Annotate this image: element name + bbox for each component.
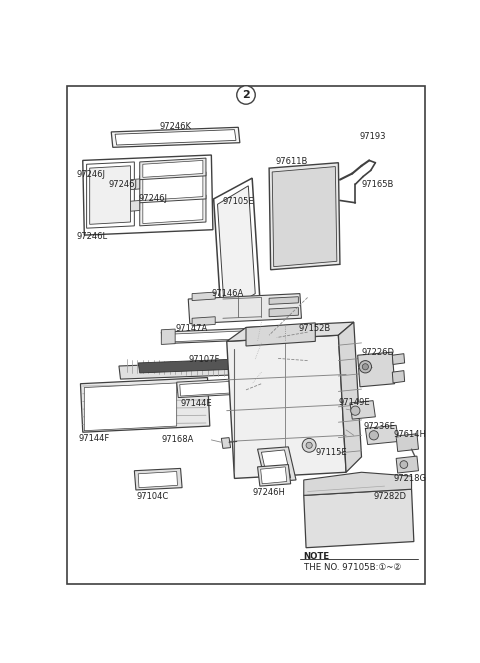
Text: 97226D: 97226D: [361, 347, 395, 357]
Ellipse shape: [382, 139, 388, 148]
Polygon shape: [90, 166, 131, 224]
Polygon shape: [140, 158, 206, 180]
Polygon shape: [358, 352, 395, 387]
Polygon shape: [138, 357, 278, 373]
Polygon shape: [304, 472, 411, 495]
Ellipse shape: [366, 164, 372, 172]
Ellipse shape: [378, 160, 388, 174]
Text: 97105E: 97105E: [223, 198, 254, 206]
Text: 97246J: 97246J: [77, 170, 106, 178]
Polygon shape: [269, 162, 340, 270]
Circle shape: [359, 361, 372, 373]
Polygon shape: [338, 322, 361, 472]
Polygon shape: [217, 186, 255, 312]
Polygon shape: [140, 172, 206, 203]
Text: 97152B: 97152B: [299, 324, 331, 333]
Ellipse shape: [379, 136, 390, 151]
Text: 97611B: 97611B: [275, 156, 308, 166]
Polygon shape: [161, 329, 175, 345]
Polygon shape: [140, 195, 206, 226]
Polygon shape: [180, 381, 244, 396]
Polygon shape: [131, 179, 140, 190]
Text: 97246H: 97246H: [252, 488, 285, 497]
Text: 97107F: 97107F: [188, 355, 220, 364]
Bar: [299, 549, 420, 581]
Polygon shape: [227, 335, 346, 479]
Text: 97115E: 97115E: [315, 448, 347, 457]
Text: 97146A: 97146A: [211, 289, 243, 298]
Text: 97246J: 97246J: [138, 194, 167, 202]
Text: 2: 2: [242, 90, 250, 100]
Text: THE NO. 97105B:①~②: THE NO. 97105B:①~②: [304, 563, 401, 572]
Polygon shape: [392, 371, 405, 383]
Circle shape: [306, 442, 312, 448]
Polygon shape: [365, 425, 398, 444]
Polygon shape: [246, 323, 315, 346]
Circle shape: [400, 461, 408, 469]
Polygon shape: [81, 377, 210, 432]
Text: 97246J: 97246J: [109, 180, 138, 190]
Text: NOTE: NOTE: [304, 552, 330, 562]
Polygon shape: [177, 379, 248, 398]
Text: 97149E: 97149E: [338, 398, 370, 406]
Ellipse shape: [363, 160, 375, 176]
Polygon shape: [119, 359, 309, 379]
Polygon shape: [138, 471, 178, 488]
Bar: [296, 465, 419, 553]
Circle shape: [351, 406, 360, 415]
Polygon shape: [83, 155, 213, 235]
Text: 97193: 97193: [360, 132, 386, 141]
Polygon shape: [258, 447, 296, 482]
Text: 97165B: 97165B: [361, 180, 394, 189]
Text: 97246K: 97246K: [160, 122, 192, 131]
Ellipse shape: [380, 162, 386, 171]
Polygon shape: [115, 129, 236, 145]
Polygon shape: [134, 469, 182, 490]
Polygon shape: [396, 456, 419, 473]
Circle shape: [362, 364, 369, 370]
Polygon shape: [272, 166, 337, 267]
Polygon shape: [350, 400, 375, 419]
Text: 97168A: 97168A: [161, 436, 193, 444]
Text: 97147A: 97147A: [175, 324, 207, 333]
Circle shape: [237, 86, 255, 104]
Circle shape: [369, 431, 378, 440]
Text: 97614H: 97614H: [394, 430, 427, 439]
Polygon shape: [192, 317, 215, 326]
Ellipse shape: [366, 140, 373, 151]
Circle shape: [302, 438, 316, 452]
Polygon shape: [161, 326, 309, 343]
Text: 97144E: 97144E: [180, 399, 212, 408]
Polygon shape: [221, 438, 230, 448]
Polygon shape: [214, 178, 260, 320]
Ellipse shape: [363, 137, 375, 153]
Text: 97104C: 97104C: [137, 491, 169, 501]
Polygon shape: [192, 292, 215, 300]
Polygon shape: [188, 294, 301, 324]
Polygon shape: [111, 127, 240, 147]
Text: 97236E: 97236E: [363, 422, 395, 431]
Polygon shape: [258, 465, 291, 486]
Polygon shape: [143, 174, 203, 200]
Text: 97144F: 97144F: [78, 434, 109, 443]
Text: 97282D: 97282D: [373, 491, 406, 501]
Polygon shape: [84, 383, 177, 431]
Polygon shape: [396, 434, 419, 452]
Polygon shape: [261, 467, 287, 484]
Polygon shape: [262, 450, 291, 480]
Polygon shape: [227, 322, 354, 341]
Polygon shape: [392, 353, 405, 365]
Polygon shape: [164, 328, 305, 342]
Text: 97218G: 97218G: [394, 474, 427, 483]
Polygon shape: [269, 297, 299, 304]
Polygon shape: [86, 162, 134, 228]
Polygon shape: [304, 489, 414, 548]
Text: 97246L: 97246L: [77, 232, 108, 241]
Polygon shape: [143, 198, 203, 223]
Polygon shape: [131, 200, 140, 211]
Polygon shape: [269, 308, 299, 317]
Polygon shape: [143, 160, 203, 177]
